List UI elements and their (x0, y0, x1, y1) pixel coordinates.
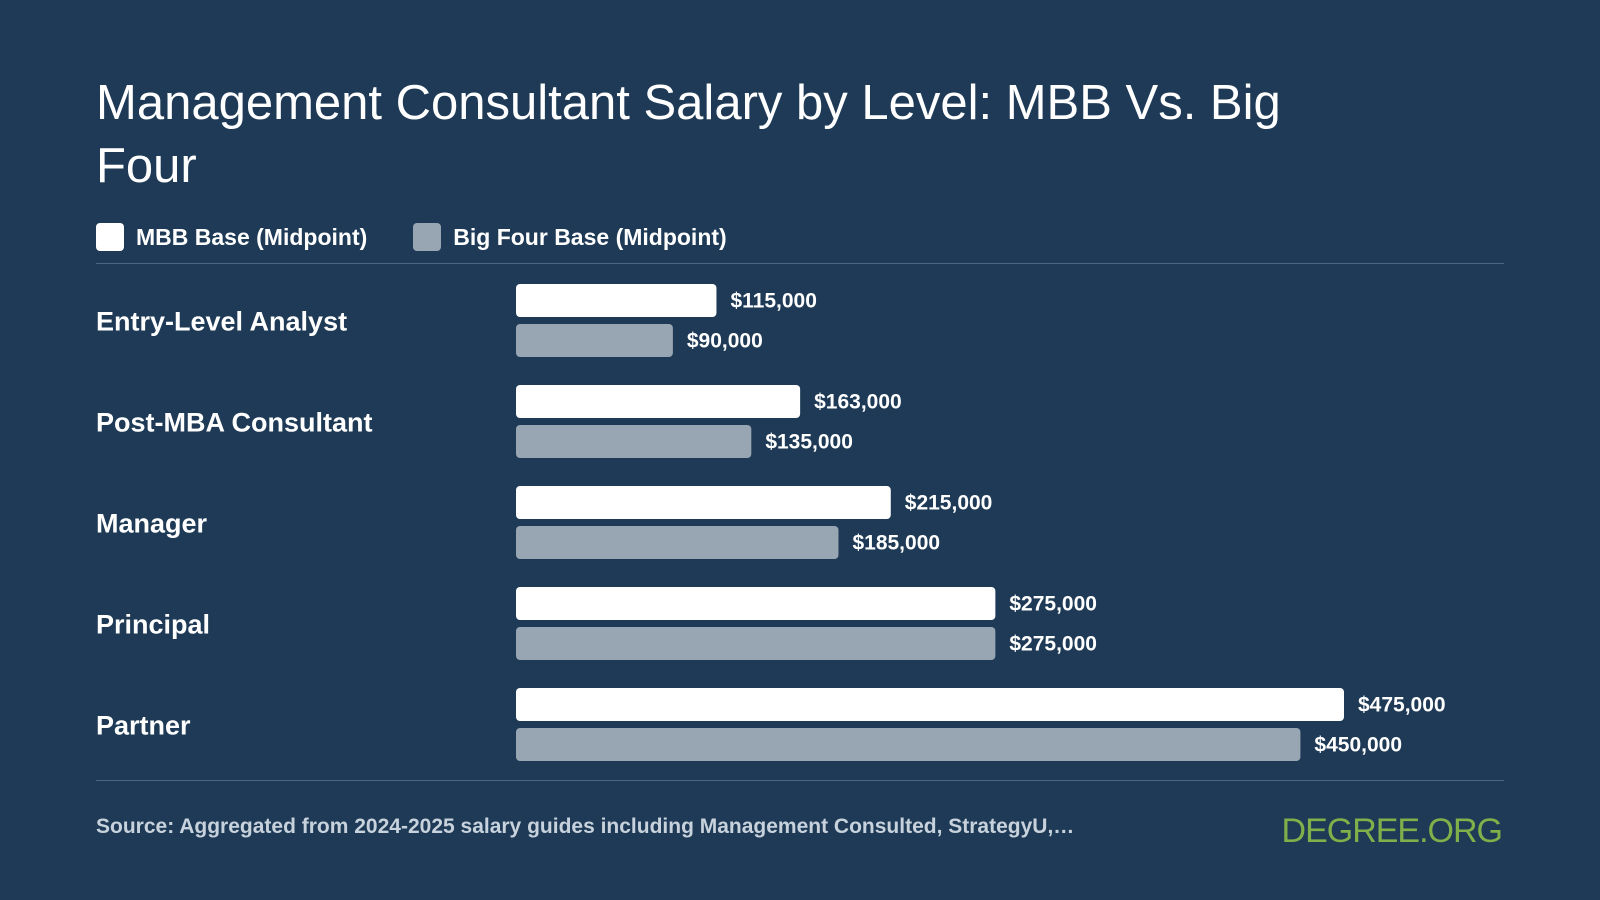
value-label-bigfour-partner: $450,000 (1314, 734, 1402, 757)
value-label-bigfour-entry-level-analyst: $90,000 (687, 330, 763, 353)
value-label-mbb-manager: $215,000 (905, 492, 993, 515)
bar-mbb-post-mba-consultant (516, 385, 801, 418)
legend-swatch-mbb (96, 223, 124, 251)
bar-mbb-partner (516, 688, 1344, 721)
value-label-bigfour-post-mba-consultant: $135,000 (765, 431, 853, 454)
chart-title: Management Consultant Salary by Level: M… (96, 76, 1281, 193)
category-label-manager: Manager (96, 509, 208, 539)
category-label-principal: Principal (96, 610, 210, 640)
top-divider (96, 263, 1504, 264)
bar-bigfour-manager (516, 526, 839, 559)
degree-org-logo: DEGREE.ORG (1281, 812, 1503, 850)
category-label-entry-level-analyst: Entry-Level Analyst (96, 307, 347, 337)
bar-chart: Entry-Level Analyst $115,000 $90,000 Post-M… (96, 284, 1446, 761)
legend-label-mbb: MBB Base (Midpoint) (136, 223, 368, 250)
chart-legend: MBB Base (Midpoint) Big Four Base (Midpo… (96, 222, 773, 252)
category-label-post-mba-consultant: Post-MBA Consultant (96, 408, 372, 438)
legend-swatch-bigfour (413, 223, 442, 251)
category-label-partner: Partner (96, 711, 191, 741)
bar-mbb-entry-level-analyst (516, 284, 717, 317)
legend-label-bigfour: Big Four Base (Midpoint) (453, 223, 727, 250)
value-label-bigfour-manager: $185,000 (852, 532, 940, 555)
value-label-mbb-partner: $475,000 (1358, 694, 1446, 717)
legend-item-bigfour: Big Four Base (Midpoint) (413, 223, 727, 251)
value-label-bigfour-principal: $275,000 (1009, 633, 1097, 656)
bar-bigfour-entry-level-analyst (516, 324, 673, 357)
legend-item-mbb: MBB Base (Midpoint) (96, 223, 367, 251)
bar-mbb-principal (516, 587, 996, 620)
value-label-mbb-entry-level-analyst: $115,000 (730, 290, 816, 313)
bar-bigfour-partner (516, 728, 1301, 761)
bar-mbb-manager (516, 486, 891, 519)
bottom-divider (96, 780, 1504, 781)
bar-bigfour-principal (516, 627, 996, 660)
value-label-mbb-post-mba-consultant: $163,000 (814, 391, 902, 414)
value-label-mbb-principal: $275,000 (1009, 593, 1097, 616)
bar-bigfour-post-mba-consultant (516, 425, 752, 458)
source-note: Source: Aggregated from 2024-2025 salary… (96, 815, 1075, 838)
